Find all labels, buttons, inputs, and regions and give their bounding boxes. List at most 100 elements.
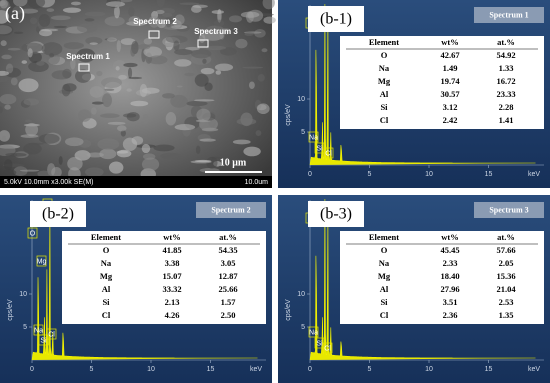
table-cell: 1.35	[499, 310, 514, 320]
texture-blob	[165, 111, 177, 126]
texture-blob	[184, 72, 195, 77]
texture-blob	[67, 156, 83, 171]
y-axis-label: cps/eV	[285, 299, 292, 321]
texture-blob	[30, 17, 38, 25]
texture-blob	[117, 125, 127, 132]
peak-label: O	[30, 230, 36, 237]
y-tick-label: 10	[297, 291, 305, 298]
texture-blob	[10, 77, 18, 86]
spectrum-panel: 051015keV105cps/eVAlOMgNaSiCl(b-2)Spectr…	[0, 195, 272, 383]
texture-blob	[195, 145, 201, 155]
texture-blob	[199, 138, 216, 142]
texture-blob	[244, 32, 254, 37]
texture-blob	[19, 8, 39, 14]
texture-blob	[21, 42, 44, 53]
x-tick-label: 10	[425, 171, 433, 178]
y-axis-label: cps/eV	[7, 299, 14, 321]
table-cell: 23.33	[496, 89, 515, 99]
texture-blob	[141, 143, 151, 154]
table-cell: Cl	[380, 115, 389, 125]
texture-blob	[143, 38, 153, 45]
texture-blob	[0, 106, 4, 114]
x-tick-label: 0	[308, 171, 312, 178]
peak-label: Cl	[48, 331, 55, 338]
table-cell: 3.38	[165, 258, 180, 268]
panel-label-box	[30, 201, 86, 227]
texture-blob	[243, 146, 261, 157]
table-cell: 1.57	[221, 297, 237, 307]
table-cell: 54.92	[496, 50, 515, 60]
spectrum-title-box	[474, 7, 544, 23]
texture-blob	[153, 144, 175, 152]
texture-blob	[50, 15, 71, 21]
texture-blob	[46, 8, 55, 12]
table-cell: 54.35	[218, 245, 237, 255]
texture-blob	[214, 63, 234, 72]
texture-blob	[102, 93, 113, 108]
table-header: wt%	[441, 232, 458, 242]
table-cell: O	[103, 245, 110, 255]
texture-blob	[204, 82, 213, 92]
texture-blob	[0, 10, 10, 24]
spectrum-title: Spectrum 3	[489, 205, 528, 214]
texture-blob	[85, 36, 103, 45]
texture-blob	[37, 170, 51, 178]
texture-blob	[116, 40, 121, 53]
x-tick-label: 15	[485, 171, 493, 178]
region-label: Spectrum 3	[194, 27, 238, 36]
texture-blob	[84, 18, 95, 22]
peak-label-box	[322, 342, 333, 354]
panel-label: (b-3)	[320, 206, 352, 223]
texture-blob	[220, 47, 237, 56]
table-cell: 57.66	[496, 245, 515, 255]
peak-label: Na	[309, 134, 318, 141]
x-unit: keV	[528, 171, 540, 178]
peak-label: Cl	[324, 345, 331, 352]
texture-blob	[166, 22, 171, 28]
table-header: Element	[369, 37, 399, 47]
texture-blob	[174, 124, 196, 131]
scale-bar-label: 10 μm	[220, 157, 247, 168]
table-cell: 18.40	[440, 271, 459, 281]
texture-blob	[257, 73, 265, 82]
spectrum-panel: 051015keV105cps/eVOMgAlNaSiCl(b-1)Spectr…	[278, 0, 550, 188]
y-tick-label: 5	[301, 129, 305, 136]
spectrum-title-box	[196, 202, 266, 218]
peak-label: Si	[40, 337, 47, 344]
texture-blob	[61, 83, 71, 97]
spectrum-trace	[309, 3, 536, 166]
peak-label-box	[323, 147, 334, 159]
texture-blob	[84, 11, 106, 17]
table-header: at.%	[219, 232, 237, 242]
texture-blob	[108, 161, 124, 174]
table-header: Element	[91, 232, 121, 242]
texture-blob	[213, 19, 225, 27]
info-left: 5.0kV 10.0mm x3.00k SE(M)	[4, 179, 93, 186]
texture-blob	[70, 1, 82, 6]
texture-blob	[51, 166, 62, 178]
table-cell: Si	[380, 297, 388, 307]
table-cell: Na	[379, 63, 390, 73]
texture-blob	[139, 83, 148, 98]
texture-blob	[104, 16, 125, 27]
table-cell: 4.26	[165, 310, 180, 320]
table-cell: 3.05	[221, 258, 236, 268]
peak-label-box	[33, 324, 44, 336]
texture-blob	[64, 137, 84, 147]
texture-blob	[126, 88, 132, 92]
table-cell: 16.72	[496, 76, 515, 86]
table-cell: Na	[101, 258, 112, 268]
table-cell: O	[381, 50, 388, 60]
peak-label: Mg	[37, 258, 47, 265]
texture-blob	[186, 100, 208, 107]
sem-panel: 5.0kV 10.0mm x3.00k SE(M) 10.0um 10 μm (…	[0, 0, 276, 188]
texture-blob	[99, 148, 117, 160]
texture-blob	[242, 66, 264, 69]
y-tick-label: 10	[297, 96, 305, 103]
table-background	[340, 231, 544, 324]
x-unit: keV	[250, 366, 262, 373]
x-tick-label: 5	[368, 366, 372, 373]
texture-blob	[196, 108, 211, 122]
panel-label: (b-1)	[320, 11, 352, 28]
spectrum-title-box	[474, 202, 544, 218]
